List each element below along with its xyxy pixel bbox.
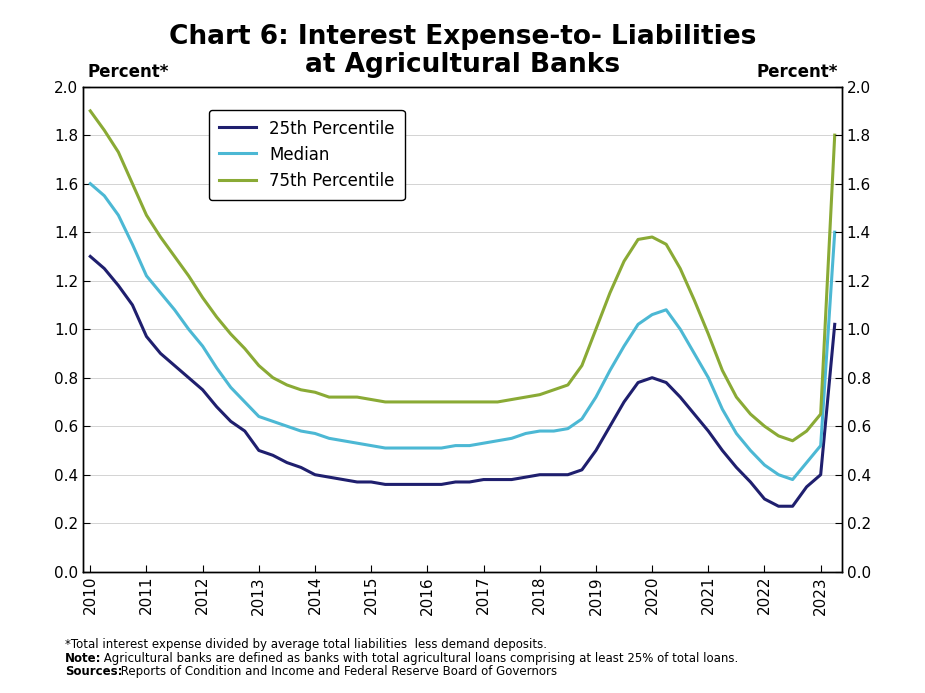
- 25th Percentile: [492, 475, 503, 484]
- 75th Percentile: [211, 313, 222, 322]
- Text: Chart 6: Interest Expense-to- Liabilities: Chart 6: Interest Expense-to- Liabilitie…: [168, 24, 757, 51]
- Median: [520, 429, 531, 438]
- 75th Percentile: [492, 398, 503, 406]
- Text: *Total interest expense divided by average total liabilities  less demand deposi: *Total interest expense divided by avera…: [65, 638, 547, 651]
- Text: Sources:: Sources:: [65, 665, 122, 678]
- 75th Percentile: [590, 325, 601, 333]
- Text: Percent*: Percent*: [757, 63, 838, 81]
- Line: 25th Percentile: 25th Percentile: [91, 256, 834, 506]
- Median: [492, 437, 503, 445]
- 75th Percentile: [520, 393, 531, 401]
- Median: [365, 441, 376, 450]
- 25th Percentile: [535, 471, 546, 479]
- Median: [787, 475, 798, 484]
- 75th Percentile: [535, 391, 546, 399]
- 25th Percentile: [590, 446, 601, 455]
- Text: Percent*: Percent*: [87, 63, 168, 81]
- 75th Percentile: [365, 395, 376, 403]
- Median: [85, 179, 96, 188]
- 25th Percentile: [773, 502, 784, 510]
- 25th Percentile: [365, 478, 376, 486]
- 25th Percentile: [520, 473, 531, 481]
- Text: at Agricultural Banks: at Agricultural Banks: [305, 52, 620, 78]
- Median: [590, 393, 601, 401]
- 75th Percentile: [85, 107, 96, 115]
- Median: [211, 364, 222, 372]
- Legend: 25th Percentile, Median, 75th Percentile: 25th Percentile, Median, 75th Percentile: [209, 109, 404, 200]
- Line: 75th Percentile: 75th Percentile: [91, 111, 834, 441]
- 75th Percentile: [829, 131, 840, 139]
- 25th Percentile: [85, 252, 96, 261]
- Median: [535, 427, 546, 435]
- 75th Percentile: [787, 437, 798, 445]
- 25th Percentile: [829, 320, 840, 328]
- Text: Note:: Note:: [65, 652, 101, 665]
- Text: Reports of Condition and Income and Federal Reserve Board of Governors: Reports of Condition and Income and Fede…: [117, 665, 558, 678]
- 25th Percentile: [211, 403, 222, 411]
- Median: [829, 228, 840, 236]
- Text: Agricultural banks are defined as banks with total agricultural loans comprising: Agricultural banks are defined as banks …: [100, 652, 738, 665]
- Line: Median: Median: [91, 184, 834, 480]
